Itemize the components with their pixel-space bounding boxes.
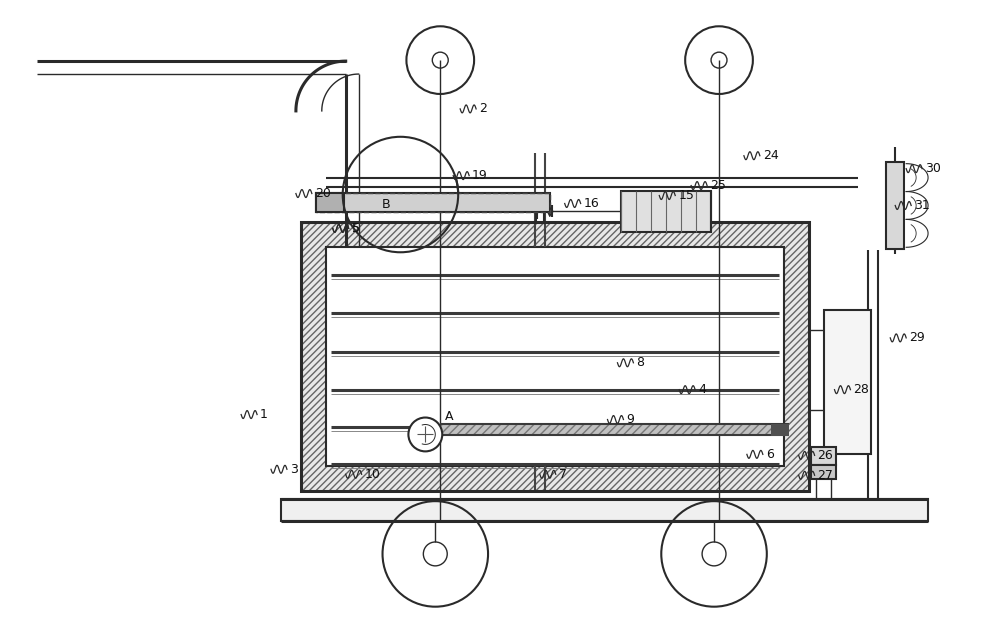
Bar <box>440 424 789 436</box>
Text: B: B <box>382 198 390 211</box>
Bar <box>621 191 711 232</box>
Polygon shape <box>906 219 928 248</box>
Text: 10: 10 <box>365 468 380 481</box>
Text: 31: 31 <box>914 199 930 212</box>
Text: 4: 4 <box>698 383 706 396</box>
Text: 29: 29 <box>909 331 925 344</box>
Bar <box>301 222 326 491</box>
Text: 6: 6 <box>766 448 774 461</box>
Text: 28: 28 <box>853 383 869 396</box>
Text: 19: 19 <box>472 169 488 182</box>
Text: 8: 8 <box>636 356 644 369</box>
Bar <box>784 222 809 491</box>
Text: 16: 16 <box>584 197 599 210</box>
Bar <box>316 192 550 213</box>
Circle shape <box>408 418 442 451</box>
Bar <box>281 499 928 521</box>
Text: 1: 1 <box>260 408 268 421</box>
Polygon shape <box>906 164 928 191</box>
Polygon shape <box>906 191 928 219</box>
Text: 30: 30 <box>925 162 941 175</box>
Text: 20: 20 <box>315 187 331 200</box>
Text: 9: 9 <box>626 413 634 426</box>
Text: 26: 26 <box>818 449 833 462</box>
Bar <box>771 424 789 436</box>
Bar <box>811 466 836 479</box>
Bar <box>316 192 344 213</box>
Text: 5: 5 <box>352 222 360 235</box>
Text: 27: 27 <box>818 469 833 482</box>
Bar <box>316 192 550 213</box>
Bar <box>326 248 784 466</box>
Text: 2: 2 <box>479 102 487 116</box>
Bar <box>301 466 809 491</box>
Text: 7: 7 <box>559 468 567 481</box>
Bar <box>824 310 871 454</box>
Bar <box>301 222 809 491</box>
Bar <box>811 448 836 466</box>
Text: 3: 3 <box>290 462 298 476</box>
Bar <box>886 162 904 249</box>
Text: 15: 15 <box>678 189 694 202</box>
Text: 5: 5 <box>352 222 360 235</box>
Text: A: A <box>445 410 454 423</box>
Text: 24: 24 <box>763 149 779 162</box>
Bar <box>301 222 809 248</box>
Text: 25: 25 <box>710 179 726 192</box>
